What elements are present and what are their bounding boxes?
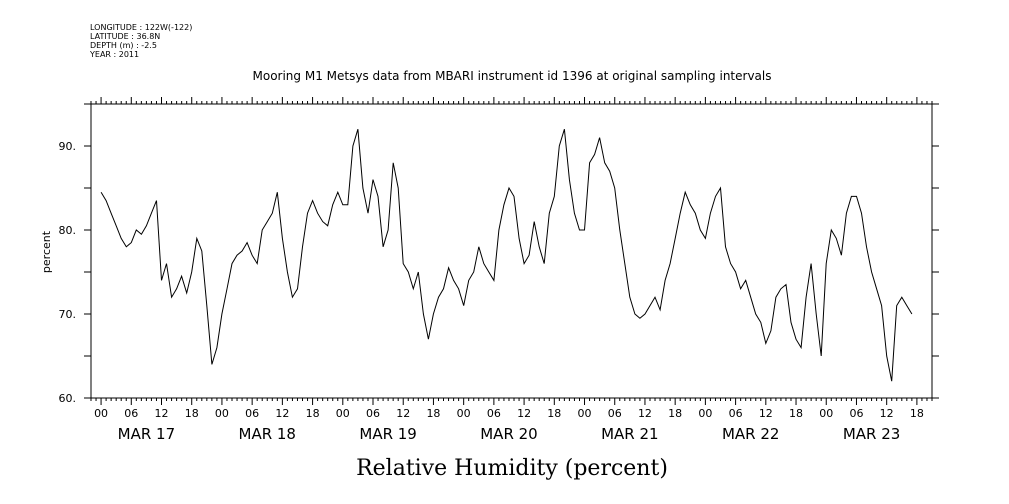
x-day-label: MAR 23 [843,425,900,443]
y-tick-label: 90. [59,140,77,153]
x-hour-tick-label: 06 [608,407,622,420]
x-hour-tick-label: 12 [517,407,531,420]
x-hour-tick-label: 12 [759,407,773,420]
axis-labels: 00 06 12 18 MAR 17 00 06 12 18 MAR 18 00 06 12 18 MAR … [59,140,924,443]
x-day-label: MAR 20 [480,425,537,443]
x-hour-tick-label: 06 [124,407,138,420]
meta-year: YEAR : 2011 [90,50,140,59]
meta-latitude: LATITUDE : 36.8N [90,32,161,41]
x-hour-tick-label: 00 [457,407,471,420]
x-hour-tick-label: 00 [215,407,229,420]
x-hour-tick-label: 18 [426,407,440,420]
x-hour-tick-label: 06 [849,407,863,420]
x-day-label: MAR 18 [239,425,296,443]
x-hour-tick-label: 18 [306,407,320,420]
x-hour-tick-label: 06 [487,407,501,420]
chart-title: Mooring M1 Metsys data from MBARI instru… [253,69,772,83]
x-hour-tick-label: 06 [245,407,259,420]
y-tick-label: 80. [59,224,77,237]
x-hour-tick-label: 18 [789,407,803,420]
x-hour-tick-label: 00 [336,407,350,420]
axis-ticks [84,97,939,405]
x-hour-tick-label: 18 [547,407,561,420]
y-tick-label: 60. [59,392,77,405]
x-hour-tick-label: 00 [698,407,712,420]
x-day-label: MAR 22 [722,425,779,443]
meta-depth: DEPTH (m) : -2.5 [90,41,157,50]
x-hour-tick-label: 00 [819,407,833,420]
x-hour-tick-label: 12 [638,407,652,420]
x-axis-label: Relative Humidity (percent) [356,456,668,481]
x-hour-tick-label: 00 [578,407,592,420]
meta-longitude: LONGITUDE : 122W(-122) [90,23,193,32]
x-hour-tick-label: 12 [396,407,410,420]
y-tick-label: 70. [59,308,77,321]
x-hour-tick-label: 06 [729,407,743,420]
x-hour-tick-label: 18 [668,407,682,420]
x-day-label: MAR 17 [118,425,175,443]
plot-frame [90,103,933,399]
x-hour-tick-label: 12 [275,407,289,420]
x-day-label: MAR 21 [601,425,658,443]
x-hour-tick-label: 06 [366,407,380,420]
x-day-label: MAR 19 [359,425,416,443]
x-hour-tick-label: 18 [185,407,199,420]
x-hour-tick-label: 00 [94,407,108,420]
x-hour-tick-label: 12 [155,407,169,420]
humidity-series-line [100,129,913,382]
x-hour-tick-label: 18 [910,407,924,420]
y-axis-label: percent [40,230,53,273]
x-hour-tick-label: 12 [880,407,894,420]
